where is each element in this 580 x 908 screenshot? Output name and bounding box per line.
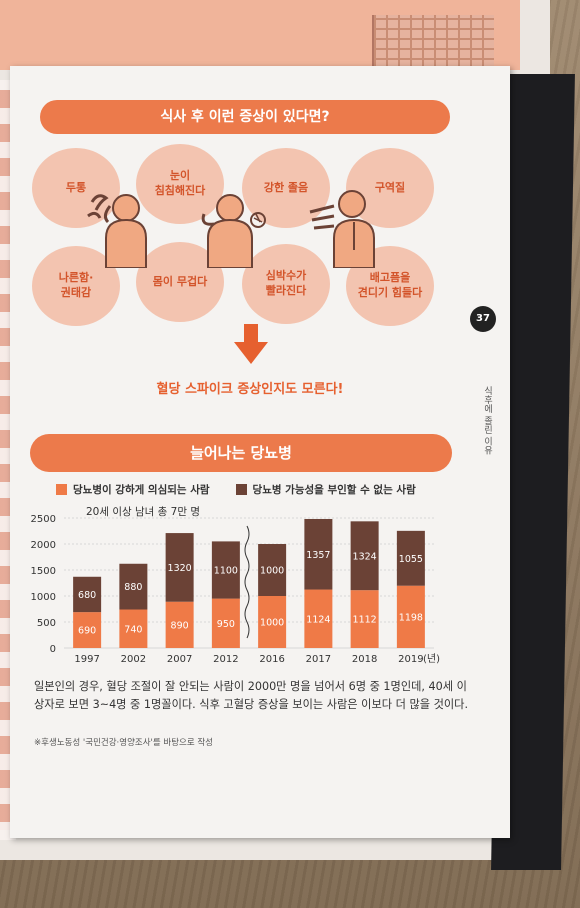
bar-segment (304, 518, 333, 590)
bar-value-label: 1055 (399, 554, 423, 565)
x-tick-label: 2018 (352, 654, 377, 665)
legend-swatch (56, 484, 67, 495)
bar-value-label: 1112 (353, 615, 377, 626)
bar-segment (350, 521, 379, 591)
symptom-circle: 눈이 침침해진다 (136, 144, 224, 224)
source-note: ※후생노동성 '국민건강·영양조사'를 바탕으로 작성 (34, 738, 214, 748)
legend-item: 당뇨병이 강하게 의심되는 사람 (56, 482, 210, 497)
y-tick-label: 500 (37, 618, 56, 629)
bar-segment (211, 598, 240, 648)
y-tick-label: 1000 (31, 592, 56, 603)
bar-value-label: 1357 (306, 550, 330, 561)
bar-segment (304, 589, 333, 648)
bar-value-label: 1124 (306, 614, 330, 625)
axis-break-marker (244, 525, 250, 639)
y-tick-label: 1500 (31, 566, 56, 577)
y-tick-label: 2000 (31, 540, 56, 551)
bar-value-label: 950 (217, 619, 235, 630)
bar-value-label: 690 (78, 626, 96, 637)
x-tick-label: 2016 (259, 654, 284, 665)
page-number: 37 (470, 306, 496, 332)
bar-segment (119, 609, 148, 648)
bar-value-label: 1320 (168, 563, 192, 574)
y-tick-label: 0 (50, 644, 56, 655)
bar-segment (258, 544, 287, 596)
building-illustration (372, 15, 494, 70)
legend-swatch (235, 484, 247, 495)
diabetes-bar-chart: 0 500 1000 1500 2000 2500 690 680 1997 740 880 2002… (31, 514, 441, 665)
bar-segment (350, 590, 379, 648)
y-tick-label: 2500 (31, 514, 56, 525)
bar-segment (258, 596, 287, 648)
bar-value-label: 1198 (399, 612, 423, 623)
bar-value-label: 880 (124, 582, 142, 593)
bar-value-label: 1000 (260, 566, 284, 577)
symptom-circle: 심박수가 빨라진다 (242, 244, 330, 324)
legend-item: 당뇨병 가능성을 부인할 수 없는 사람 (235, 482, 416, 497)
chart-banner: 늘어나는 당뇨병 (30, 434, 452, 472)
arrow-down-icon (234, 324, 268, 364)
x-tick-label: 2007 (167, 654, 192, 665)
bar-value-label: 1324 (353, 551, 377, 562)
left-page-edge-stripes (0, 90, 12, 830)
bar-value-label: 1000 (260, 618, 284, 629)
bar-value-label: 890 (171, 620, 189, 631)
x-tick-label: 2017 (306, 654, 331, 665)
x-tick-label: 1997 (74, 654, 99, 665)
bar-value-label: 1100 (214, 566, 238, 577)
bar-segment (73, 612, 102, 648)
sleepy-person-icon (201, 194, 266, 268)
bar-value-label: 680 (78, 590, 96, 601)
bar-segment (165, 533, 194, 602)
bar-segment (165, 601, 194, 648)
spike-subtitle: 혈당 스파이크 증상인지도 모른다! (156, 382, 344, 397)
x-tick-label: 2002 (121, 654, 146, 665)
chapter-side-text: 식후에 졸린 이유 (482, 386, 492, 455)
legend-label: 당뇨병이 강하게 의심되는 사람 (73, 484, 210, 496)
body-paragraph: 일본인의 경우, 혈당 조절이 잘 안되는 사람이 2000만 명을 넘어서 6… (34, 680, 469, 711)
x-tick-label: 2012 (213, 654, 238, 665)
book-page: 식사 후 이런 증상이 있다면? 두통 눈이 침침해진다 강한 졸음 구역질 나… (10, 66, 510, 838)
bar-segment (73, 576, 102, 613)
bar-segment (396, 585, 425, 648)
symptoms-banner: 식사 후 이런 증상이 있다면? (40, 100, 450, 134)
headache-person-icon (87, 194, 147, 268)
x-unit-label: (년) (423, 653, 440, 665)
chart-legend: 당뇨병이 강하게 의심되는 사람 당뇨병 가능성을 부인할 수 없는 사람 (56, 482, 416, 497)
legend-label: 당뇨병 가능성을 부인할 수 없는 사람 (252, 484, 416, 496)
bar-segment (211, 541, 240, 599)
x-tick-label: 2019 (398, 654, 423, 665)
bar-value-label: 740 (124, 624, 142, 635)
bar-segment (396, 530, 425, 586)
nauseous-person-icon (309, 190, 375, 268)
bar-segment (119, 563, 148, 610)
chart-note: 20세 이상 남녀 총 7만 명 (86, 506, 201, 518)
